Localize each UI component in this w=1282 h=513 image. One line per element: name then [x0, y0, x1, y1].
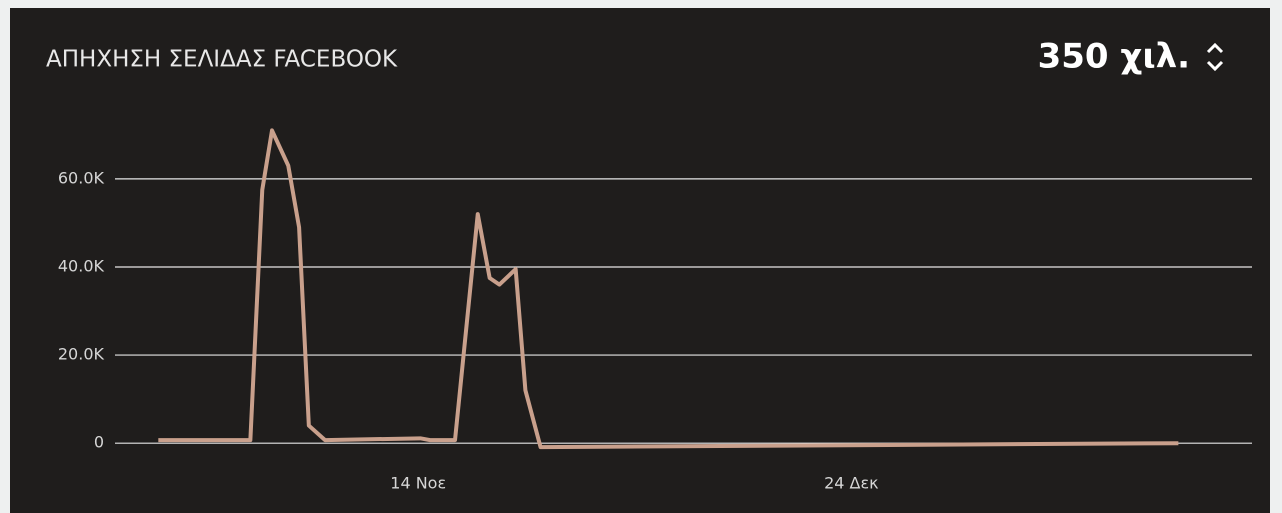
x-tick-label: 24 Δεκ	[824, 474, 879, 493]
y-tick-label: 0	[94, 433, 104, 452]
chart-title: ΑΠΗΧΗΣΗ ΣΕΛΙΔΑΣ FACEBOOK	[46, 47, 398, 73]
y-tick-label: 60.0K	[58, 168, 105, 187]
summary-value: 350 χιλ.	[1038, 37, 1190, 77]
y-tick-label: 20.0K	[58, 345, 105, 364]
data-line	[158, 128, 1179, 450]
y-tick-label: 40.0K	[58, 256, 105, 275]
panel	[10, 8, 1270, 513]
toggle-icon[interactable]	[1206, 42, 1224, 72]
x-tick-label: 14 Νοε	[390, 474, 446, 493]
